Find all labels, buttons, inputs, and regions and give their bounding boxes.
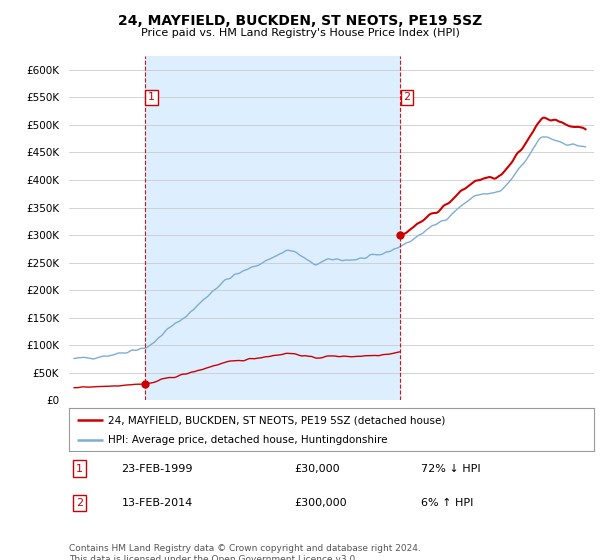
Bar [145, 56, 400, 400]
Text: 13-FEB-2014: 13-FEB-2014 [121, 498, 193, 508]
Text: 24, MAYFIELD, BUCKDEN, ST NEOTS, PE19 5SZ (detached house): 24, MAYFIELD, BUCKDEN, ST NEOTS, PE19 5S… [109, 415, 446, 425]
Text: 2: 2 [403, 92, 410, 102]
Text: 1: 1 [148, 92, 155, 102]
Text: 6% ↑ HPI: 6% ↑ HPI [421, 498, 473, 508]
Text: 1: 1 [76, 464, 83, 474]
Text: 23-FEB-1999: 23-FEB-1999 [121, 464, 193, 474]
Text: 72% ↓ HPI: 72% ↓ HPI [421, 464, 481, 474]
Text: £300,000: £300,000 [295, 498, 347, 508]
Text: Contains HM Land Registry data © Crown copyright and database right 2024.
This d: Contains HM Land Registry data © Crown c… [69, 544, 421, 560]
Text: £30,000: £30,000 [295, 464, 340, 474]
Text: 24, MAYFIELD, BUCKDEN, ST NEOTS, PE19 5SZ: 24, MAYFIELD, BUCKDEN, ST NEOTS, PE19 5S… [118, 14, 482, 28]
Text: Price paid vs. HM Land Registry's House Price Index (HPI): Price paid vs. HM Land Registry's House … [140, 28, 460, 38]
Text: 2: 2 [76, 498, 83, 508]
Text: HPI: Average price, detached house, Huntingdonshire: HPI: Average price, detached house, Hunt… [109, 435, 388, 445]
